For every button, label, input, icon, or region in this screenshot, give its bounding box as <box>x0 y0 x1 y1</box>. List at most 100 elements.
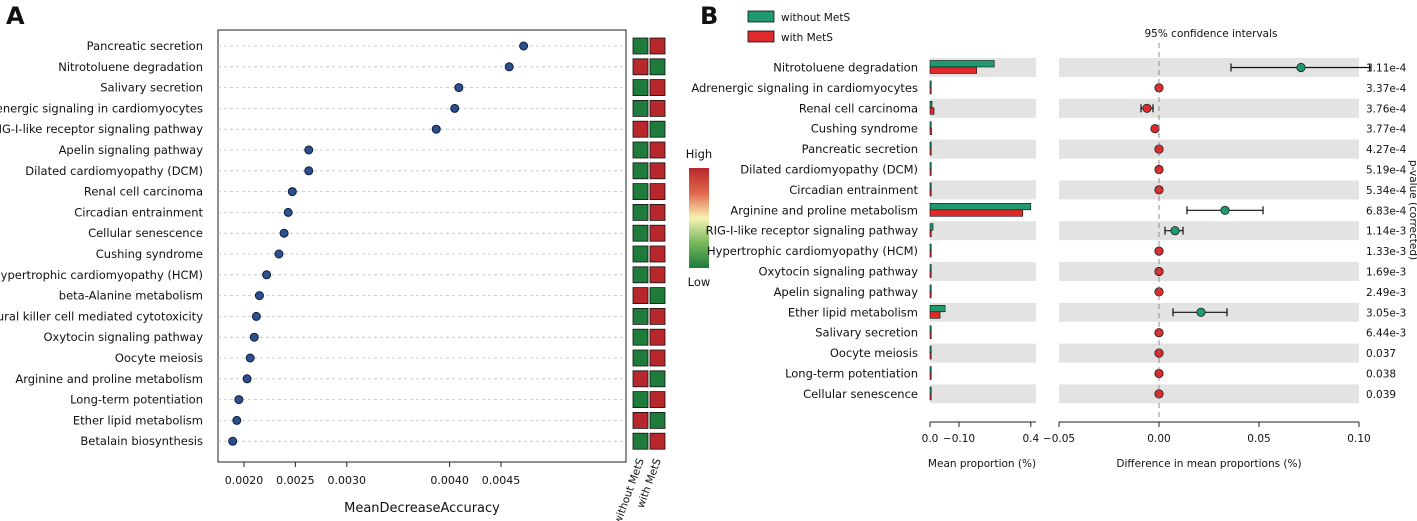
ci-row-bg-oxytocin-signaling-pathway <box>1059 262 1359 281</box>
heat-cell-long-term-potentiation-without-mets <box>632 391 649 409</box>
b-label-ether-lipid-metabolism: Ether lipid metabolism <box>788 305 918 319</box>
label-long-term-potentiation: Long-term potentiation <box>70 393 203 407</box>
heat-cell-pancreatic-secretion-without-mets <box>632 37 649 55</box>
ci-xtick-label-3: 0.05 <box>1247 433 1270 445</box>
ci-row-bg-cellular-senescence <box>1059 384 1359 404</box>
point-pancreatic-secretion <box>519 41 529 51</box>
colorbar-low-label: Low <box>688 275 711 289</box>
ci-row-bg-nitrotoluene-degradation <box>1059 58 1359 77</box>
heat-cell-betalain-biosynthesis-with-mets <box>649 432 666 450</box>
heat-cell-oxytocin-signaling-pathway-with-mets <box>649 328 666 346</box>
point-renal-cell-carcinoma <box>287 187 297 197</box>
label-cushing-syndrome: Cushing syndrome <box>96 247 203 261</box>
bar-with-mets-apelin-signaling-pathway <box>929 291 932 299</box>
panel-a-category-labels: Pancreatic secretion Nitrotoluene degrada… <box>0 39 203 448</box>
heat-cell-salivary-secretion-without-mets <box>632 79 649 96</box>
heat-cell-nitrotoluene-degradation-without-mets <box>632 58 649 76</box>
legend-without-mets-swatch <box>747 10 775 23</box>
bar-without-mets-circadian-entrainment <box>929 182 932 190</box>
bar-with-mets-circadian-entrainment <box>929 189 932 197</box>
heat-cell-arginine-and-proline-metabolism-without-mets <box>632 370 649 388</box>
bar-x-label: Mean proportion (%) <box>928 458 1036 470</box>
point-betalain-biosynthesis <box>228 436 238 446</box>
point-cellular-senescence <box>279 228 289 238</box>
b-label-nitrotoluene-degradation: Nitrotoluene degradation <box>773 61 918 75</box>
ci-point-renal-cell-carcinoma <box>1142 103 1152 113</box>
point-hypertrophic-cardiomyopathy-hcm <box>262 270 272 280</box>
bar-with-mets-renal-cell-carcinoma <box>929 107 935 115</box>
point-beta-alanine-metabolism <box>254 291 264 301</box>
p-value-circadian-entrainment: 5.34e-4 <box>1366 185 1407 197</box>
heat-cell-natural-killer-cell-mediated-cytotoxicity-with-mets <box>649 307 666 325</box>
ci-row-bg-oocyte-meiosis <box>1059 343 1359 363</box>
heat-cell-betalain-biosynthesis-without-mets <box>632 432 649 450</box>
bar-without-mets-oocyte-meiosis <box>929 345 932 353</box>
point-cushing-syndrome <box>274 249 284 259</box>
bar-with-mets-adrenergic-signaling-in-cardiomyocytes <box>929 87 932 95</box>
ci-title: 95% confidence intervals <box>1145 28 1278 40</box>
bar-with-mets-nitrotoluene-degradation <box>929 66 977 74</box>
bar-xtick-label-0: 0.0 <box>922 433 939 445</box>
bar-without-mets-oxytocin-signaling-pathway <box>929 264 932 272</box>
p-value-pancreatic-secretion: 4.27e-4 <box>1366 144 1407 156</box>
heat-cell-beta-alanine-metabolism-without-mets <box>632 287 649 305</box>
bar-with-mets-arginine-and-proline-metabolism <box>929 209 1024 217</box>
ci-xtick-label-0: −0.10 <box>943 433 975 445</box>
bar-without-mets-rig-i-like-receptor-signaling-pathway <box>929 223 934 231</box>
bar-row-bg-rig-i-like-receptor-signaling-pathway <box>930 221 1036 241</box>
panel-a-x-ticks: 0.0020 0.0025 0.0030 0.0040 0.0045 <box>225 462 521 487</box>
b-label-long-term-potentiation: Long-term potentiation <box>785 367 918 381</box>
ci-row-bg-pancreatic-secretion <box>1059 139 1359 159</box>
heat-cell-beta-alanine-metabolism-with-mets <box>649 287 666 305</box>
b-label-dilated-cardiomyopathy-dcm: Dilated cardiomyopathy (DCM) <box>740 163 918 177</box>
heat-cell-ether-lipid-metabolism-with-mets <box>649 411 666 429</box>
b-label-rig-i-like-receptor-signaling-pathway: RIG-I-like receptor signaling pathway <box>706 224 919 238</box>
ci-point-rig-i-like-receptor-signaling-pathway <box>1170 226 1180 236</box>
heat-cell-arginine-and-proline-metabolism-with-mets <box>649 370 666 388</box>
bar-with-mets-salivary-secretion <box>929 331 932 340</box>
ci-row-bg-rig-i-like-receptor-signaling-pathway <box>1059 221 1359 241</box>
point-nitrotoluene-degradation <box>504 62 514 72</box>
b-label-salivary-secretion: Salivary secretion <box>815 326 918 340</box>
heat-cell-hypertrophic-cardiomyopathy-hcm-with-mets <box>649 266 666 284</box>
point-oxytocin-signaling-pathway <box>249 332 259 342</box>
bar-row-bg-circadian-entrainment <box>930 180 1036 200</box>
b-label-circadian-entrainment: Circadian entrainment <box>789 183 918 197</box>
b-label-adrenergic-signaling-in-cardiomyocytes: Adrenergic signaling in cardiomyocytes <box>691 81 918 95</box>
point-dilated-cardiomyopathy-dcm <box>304 166 314 176</box>
ci-row-bg-renal-cell-carcinoma <box>1059 98 1359 118</box>
p-value-ether-lipid-metabolism: 3.05e-3 <box>1366 307 1406 319</box>
label-adrenergic-signaling-in-cardiomyocytes: Adrenergic signaling in cardiomyocytes <box>0 101 203 115</box>
p-value-cellular-senescence: 0.039 <box>1366 389 1396 401</box>
bar-without-mets-hypertrophic-cardiomyopathy-hcm <box>929 243 932 251</box>
p-value-rig-i-like-receptor-signaling-pathway: 1.14e-3 <box>1366 226 1406 238</box>
a-xtick-label-0: 0.0020 <box>225 474 264 487</box>
panel-b-letter: B <box>700 2 718 30</box>
label-pancreatic-secretion: Pancreatic secretion <box>87 39 203 53</box>
panel-b-row-backgrounds <box>930 58 1359 404</box>
heat-cell-adrenergic-signaling-in-cardiomyocytes-with-mets <box>649 100 666 117</box>
p-value-axis-label: p-value (corrected) <box>1407 160 1417 260</box>
b-label-apelin-signaling-pathway: Apelin signaling pathway <box>774 285 919 299</box>
ci-point-cushing-syndrome <box>1150 124 1160 134</box>
ci-x-label: Difference in mean proportions (%) <box>1116 458 1301 470</box>
bar-with-mets-rig-i-like-receptor-signaling-pathway <box>929 229 932 237</box>
point-long-term-potentiation <box>234 395 244 405</box>
label-renal-cell-carcinoma: Renal cell carcinoma <box>84 185 203 199</box>
colorbar-high-label: High <box>686 147 712 161</box>
heat-cell-oocyte-meiosis-without-mets <box>632 349 649 367</box>
bar-without-mets-cellular-senescence <box>929 386 932 394</box>
label-circadian-entrainment: Circadian entrainment <box>74 205 203 219</box>
heat-cell-renal-cell-carcinoma-with-mets <box>649 183 666 201</box>
p-value-long-term-potentiation: 0.038 <box>1366 369 1396 381</box>
a-xtick-label-4: 0.0045 <box>482 474 521 487</box>
bar-without-mets-adrenergic-signaling-in-cardiomyocytes <box>929 80 932 88</box>
label-rig-i-like-receptor-signaling-pathway: RIG-I-like receptor signaling pathway <box>0 122 203 136</box>
heat-cell-hypertrophic-cardiomyopathy-hcm-without-mets <box>632 266 649 284</box>
bar-with-mets-long-term-potentiation <box>929 372 932 380</box>
bar-with-mets-ether-lipid-metabolism <box>929 311 941 319</box>
point-circadian-entrainment <box>283 207 293 217</box>
label-nitrotoluene-degradation: Nitrotoluene degradation <box>58 60 203 74</box>
heat-cell-oocyte-meiosis-with-mets <box>649 349 666 367</box>
